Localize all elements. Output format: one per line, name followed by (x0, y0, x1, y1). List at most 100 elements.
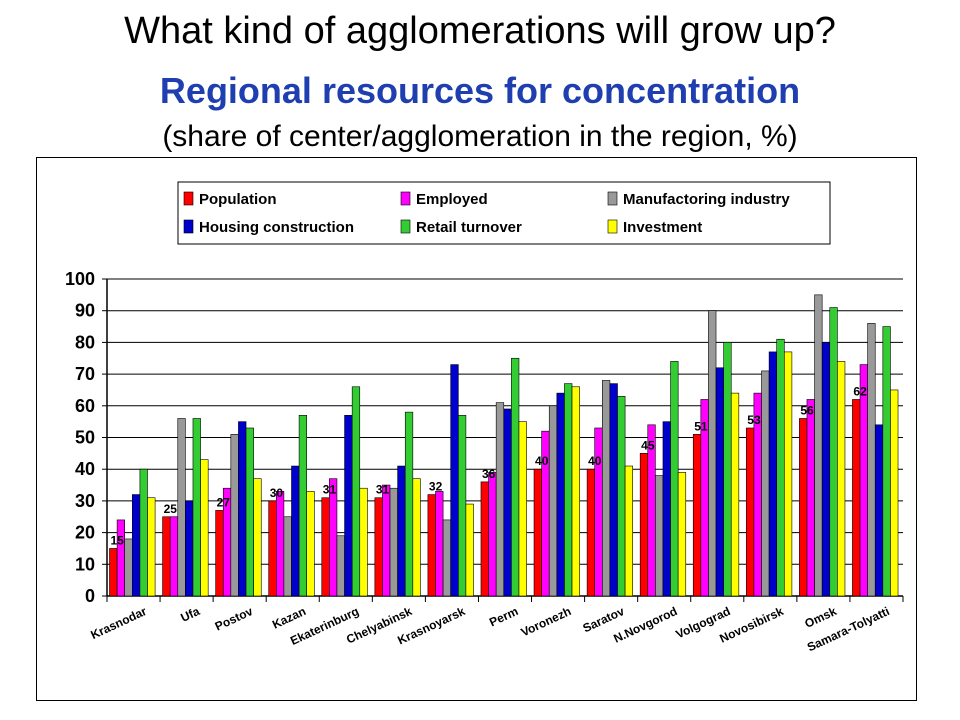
bar-investment (890, 389, 899, 597)
y-tick-label: 100 (65, 269, 95, 289)
bar-population (109, 548, 118, 597)
y-tick-label: 10 (75, 554, 95, 574)
bar-investment (465, 503, 474, 597)
bar-retail-turnover (617, 395, 626, 597)
data-label: 15 (111, 533, 125, 547)
bar-housing-construction (821, 342, 831, 597)
bar-housing-construction (397, 465, 406, 597)
data-label: 27 (217, 495, 231, 509)
bar-investment (837, 361, 846, 597)
bar-population (533, 468, 542, 597)
bar-investment (200, 459, 209, 597)
bar-retail-turnover (298, 415, 308, 597)
bar-investment (677, 472, 687, 597)
y-tick-label: 40 (75, 459, 95, 479)
bar-retail-turnover (351, 386, 361, 597)
category-label: Voronezh (519, 604, 574, 639)
bar-investment (359, 487, 368, 597)
data-label: 31 (323, 483, 337, 497)
bar-population (692, 434, 702, 597)
bar-investment (624, 465, 633, 597)
bar-population (427, 494, 436, 597)
bar-housing-construction (874, 424, 884, 597)
bar-housing-construction (238, 421, 247, 597)
bar-housing-construction (768, 351, 777, 597)
bar-population (852, 399, 861, 597)
bar-retail-turnover (564, 383, 573, 597)
bar-employed (488, 472, 497, 597)
slide-title: What kind of agglomerations will grow up… (124, 10, 836, 52)
legend-swatch-manufactoring-industry (607, 191, 618, 206)
bar-retail-turnover (670, 361, 679, 597)
category-label: Kazan (270, 604, 308, 632)
data-label: 56 (800, 403, 814, 417)
bar-housing-construction (132, 494, 141, 597)
legend-label: Investment (623, 219, 702, 236)
bar-retail-turnover (404, 411, 414, 597)
category-label: Omsk (803, 604, 839, 631)
data-label: 62 (853, 384, 867, 398)
legend-swatch-housing-construction (183, 219, 194, 234)
category-label: Krasnodar (88, 604, 149, 642)
bar-population (268, 500, 277, 597)
bar-manufactoring-industry (177, 418, 186, 597)
legend-label: Manufactoring industry (623, 191, 790, 208)
bar-employed (276, 491, 285, 597)
bar-housing-construction (715, 367, 724, 597)
legend-box (177, 181, 831, 245)
category-label: Perm (487, 604, 520, 629)
bar-employed (169, 516, 179, 597)
bar-investment (147, 497, 156, 597)
data-label: 25 (164, 502, 178, 516)
bar-manufactoring-industry (601, 380, 611, 597)
data-label: 30 (270, 486, 284, 500)
bar-housing-construction (450, 364, 459, 597)
bar-manufactoring-industry (283, 516, 292, 597)
bar-employed (806, 399, 815, 597)
legend-swatch-retail-turnover (400, 219, 411, 234)
y-tick-label: 0 (85, 586, 95, 606)
bar-manufactoring-industry (336, 535, 345, 597)
bar-manufactoring-industry (867, 323, 876, 597)
bar-population (586, 468, 595, 597)
bar-population (799, 418, 808, 597)
bar-population (639, 453, 649, 597)
bar-housing-construction (185, 500, 194, 597)
data-label: 40 (588, 454, 602, 468)
legend-label: Population (199, 191, 277, 208)
bar-manufactoring-industry (389, 487, 398, 597)
bar-population (162, 516, 171, 597)
data-label: 40 (535, 454, 549, 468)
bar-population (480, 481, 489, 597)
bar-manufactoring-industry (124, 538, 133, 597)
chart-title: Regional resources for concentration (159, 70, 801, 111)
bar-housing-construction (291, 465, 300, 597)
legend-label: Employed (416, 191, 488, 208)
bar-population (215, 510, 224, 597)
category-label: Postov (213, 604, 255, 634)
bar-manufactoring-industry (495, 402, 505, 597)
bar-manufactoring-industry (442, 519, 452, 597)
bar-population (745, 427, 755, 597)
bar-investment (730, 392, 740, 597)
bar-investment (518, 421, 527, 597)
legend-swatch-population (183, 191, 194, 206)
bar-housing-construction (503, 408, 512, 597)
data-label: 32 (429, 480, 443, 494)
bar-investment (783, 351, 793, 597)
bar-housing-construction (609, 383, 618, 597)
bar-manufactoring-industry (548, 405, 558, 597)
bar-retail-turnover (882, 326, 891, 597)
category-label: Ufa (178, 604, 202, 625)
bar-retail-turnover (723, 342, 732, 597)
y-tick-label: 20 (75, 523, 95, 543)
bar-retail-turnover (511, 357, 520, 597)
bar-retail-turnover (829, 307, 838, 597)
bar-employed (859, 364, 868, 597)
data-label: 51 (694, 419, 708, 433)
bar-employed (116, 519, 125, 597)
data-label: 45 (641, 438, 655, 452)
y-tick-label: 90 (75, 301, 95, 321)
y-tick-label: 70 (75, 364, 95, 384)
bar-investment (253, 478, 262, 597)
